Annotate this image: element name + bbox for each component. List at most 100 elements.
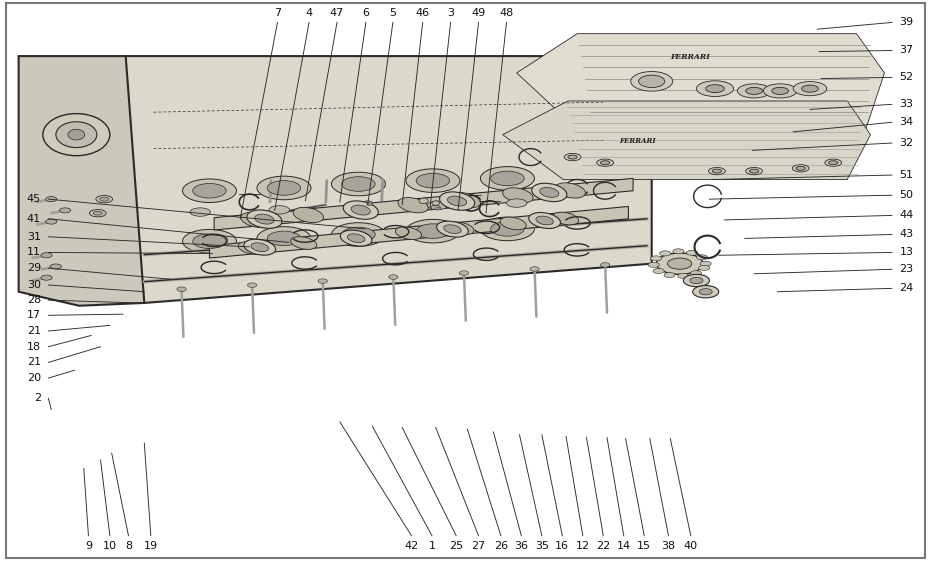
Text: 5: 5: [389, 8, 397, 18]
Ellipse shape: [698, 265, 709, 270]
Text: 39: 39: [899, 17, 913, 27]
Ellipse shape: [60, 208, 71, 213]
Ellipse shape: [318, 279, 328, 283]
Ellipse shape: [396, 227, 422, 240]
Ellipse shape: [696, 255, 708, 260]
Ellipse shape: [480, 217, 534, 241]
Ellipse shape: [700, 261, 711, 266]
Ellipse shape: [706, 85, 724, 93]
Ellipse shape: [367, 203, 372, 206]
Ellipse shape: [639, 75, 665, 88]
Text: 13: 13: [899, 247, 913, 257]
Text: 25: 25: [449, 541, 464, 551]
Ellipse shape: [290, 237, 317, 250]
Ellipse shape: [690, 277, 703, 284]
Text: 14: 14: [616, 541, 631, 551]
Ellipse shape: [552, 212, 579, 225]
Ellipse shape: [491, 171, 524, 186]
Text: 21: 21: [27, 357, 41, 367]
Text: 6: 6: [362, 8, 370, 18]
Text: 4: 4: [305, 8, 313, 18]
Ellipse shape: [746, 88, 762, 94]
Text: 23: 23: [899, 264, 913, 274]
Text: 30: 30: [27, 280, 41, 290]
Ellipse shape: [699, 288, 712, 295]
Ellipse shape: [193, 183, 226, 198]
Ellipse shape: [600, 160, 610, 165]
Ellipse shape: [444, 225, 461, 233]
Text: 21: 21: [27, 326, 41, 336]
Ellipse shape: [678, 273, 689, 278]
Text: FERRARI: FERRARI: [670, 53, 710, 61]
Ellipse shape: [343, 232, 370, 245]
Text: 24: 24: [899, 283, 913, 293]
Ellipse shape: [331, 223, 385, 246]
Text: 47: 47: [330, 8, 344, 18]
Ellipse shape: [503, 188, 533, 203]
Ellipse shape: [648, 263, 659, 268]
Ellipse shape: [247, 210, 282, 228]
Text: 18: 18: [27, 342, 41, 352]
Text: 17: 17: [27, 310, 41, 320]
Ellipse shape: [673, 249, 684, 254]
Ellipse shape: [802, 85, 818, 92]
Ellipse shape: [763, 84, 797, 98]
Ellipse shape: [182, 229, 236, 253]
Ellipse shape: [363, 201, 372, 205]
Ellipse shape: [267, 231, 301, 246]
Ellipse shape: [829, 160, 838, 165]
Ellipse shape: [656, 253, 703, 274]
Ellipse shape: [746, 168, 762, 175]
Text: 8: 8: [125, 541, 132, 551]
Text: 37: 37: [899, 45, 913, 56]
Ellipse shape: [389, 275, 398, 279]
Ellipse shape: [257, 176, 311, 200]
Text: 52: 52: [899, 72, 913, 82]
Ellipse shape: [340, 230, 372, 246]
Ellipse shape: [668, 258, 692, 269]
Ellipse shape: [448, 196, 466, 206]
Ellipse shape: [348, 203, 369, 211]
Text: 34: 34: [899, 117, 913, 127]
Ellipse shape: [96, 195, 113, 203]
Text: 20: 20: [27, 373, 41, 383]
Ellipse shape: [772, 88, 789, 94]
Text: 11: 11: [27, 247, 41, 257]
Ellipse shape: [342, 227, 375, 242]
Ellipse shape: [451, 192, 480, 208]
Ellipse shape: [251, 243, 268, 251]
Text: 43: 43: [899, 229, 913, 240]
Ellipse shape: [93, 211, 102, 215]
Ellipse shape: [793, 81, 827, 96]
Text: 48: 48: [499, 8, 514, 18]
Ellipse shape: [796, 167, 805, 171]
Text: 16: 16: [555, 541, 570, 551]
Text: 31: 31: [27, 232, 41, 242]
Ellipse shape: [435, 208, 440, 210]
Text: 41: 41: [27, 214, 41, 224]
Ellipse shape: [555, 183, 586, 198]
Ellipse shape: [255, 214, 274, 224]
Text: 42: 42: [404, 541, 419, 551]
Text: 46: 46: [415, 8, 430, 18]
Text: 35: 35: [534, 541, 549, 551]
Text: 2: 2: [34, 393, 41, 403]
Ellipse shape: [491, 222, 524, 236]
Ellipse shape: [691, 271, 702, 276]
Ellipse shape: [41, 252, 52, 258]
Text: 44: 44: [899, 210, 913, 220]
Ellipse shape: [331, 172, 385, 196]
Ellipse shape: [177, 287, 186, 291]
Ellipse shape: [193, 234, 226, 249]
Ellipse shape: [182, 179, 236, 203]
Ellipse shape: [536, 216, 553, 225]
Text: 12: 12: [575, 541, 590, 551]
Ellipse shape: [43, 113, 110, 156]
Ellipse shape: [345, 203, 376, 218]
Ellipse shape: [708, 168, 725, 175]
Ellipse shape: [459, 271, 468, 275]
Ellipse shape: [248, 283, 257, 287]
Text: 32: 32: [899, 138, 913, 148]
Ellipse shape: [241, 212, 271, 228]
Ellipse shape: [792, 165, 809, 172]
